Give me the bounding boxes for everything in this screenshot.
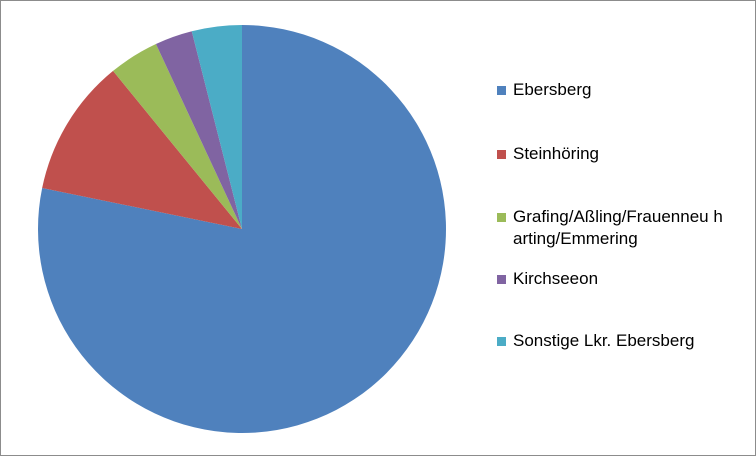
legend-item-ebersberg: Ebersberg	[497, 79, 723, 101]
legend-item-sonstige: Sonstige Lkr. Ebersberg	[497, 330, 723, 352]
legend-item-grafing: Grafing/Aßling/Frauenneu harting/Emmerin…	[497, 206, 723, 250]
pie-slice-ebersberg	[37, 25, 447, 434]
pie-slice-steinhoering	[42, 70, 242, 229]
pie-slice-grafing	[113, 44, 243, 229]
legend-swatch-steinhoering	[497, 150, 506, 159]
pie-slice-sonstige	[191, 25, 242, 229]
legend-label-steinhoering: Steinhöring	[513, 144, 600, 163]
legend-item-steinhoering: Steinhöring	[497, 143, 723, 165]
legend-label-ebersberg: Ebersberg	[513, 80, 592, 99]
legend-label-grafing: Grafing/Aßling/Frauenneu harting/Emmerin…	[513, 207, 723, 248]
legend-swatch-ebersberg	[497, 86, 506, 95]
legend-label-kirchseeon: Kirchseeon	[513, 269, 599, 288]
pie-slice-kirchseeon	[155, 31, 242, 230]
legend-label-sonstige: Sonstige Lkr. Ebersberg	[513, 331, 695, 350]
legend-swatch-kirchseeon	[497, 275, 506, 284]
legend-swatch-sonstige	[497, 337, 506, 346]
legend-item-kirchseeon: Kirchseeon	[497, 268, 723, 290]
legend-swatch-grafing	[497, 213, 506, 222]
